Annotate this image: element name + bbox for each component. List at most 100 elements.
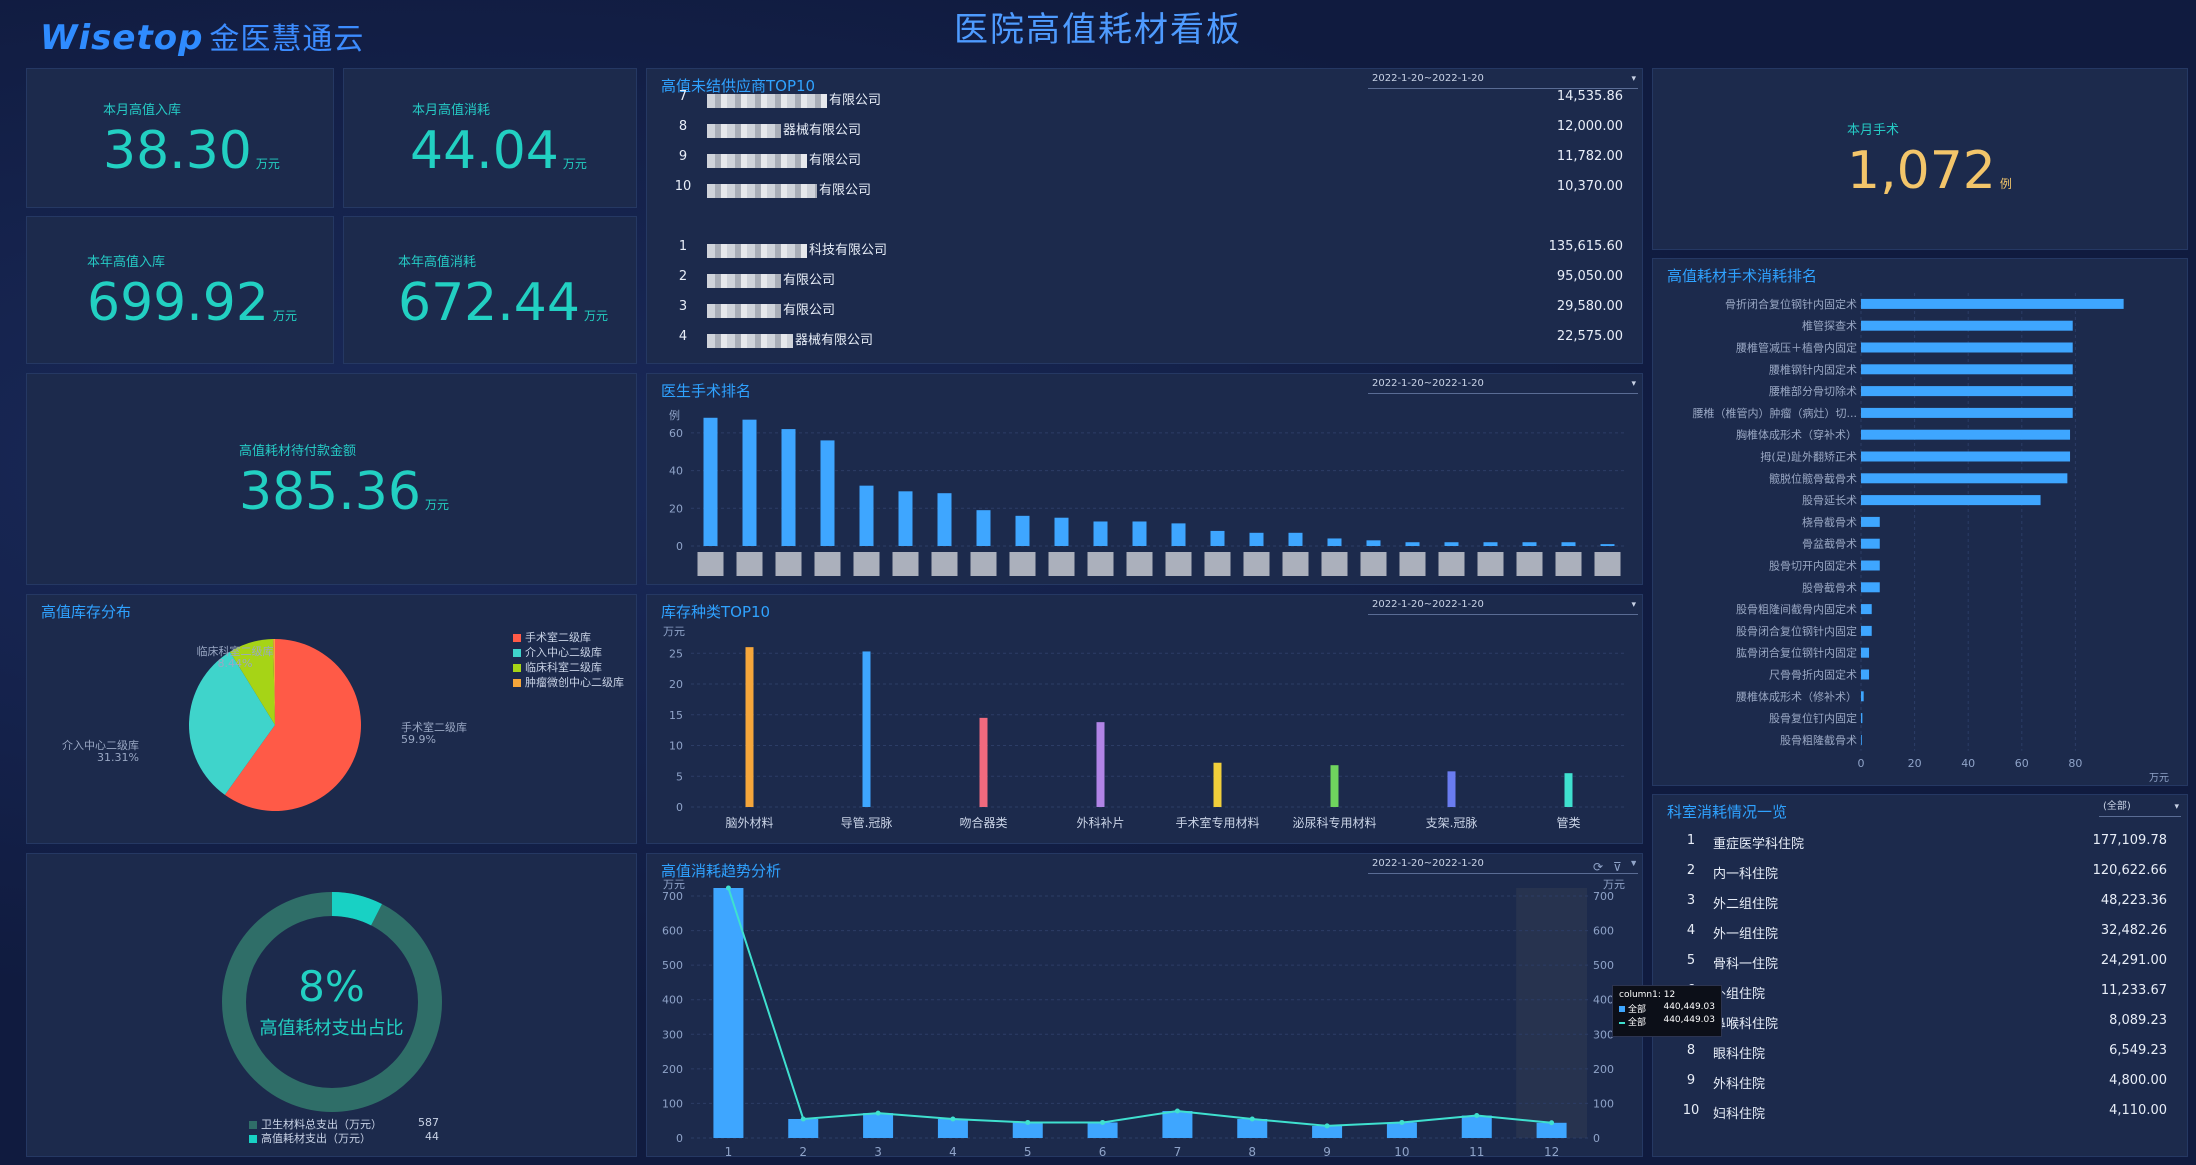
ratio-label: 高值耗材支出占比 [259, 1018, 404, 1039]
kpi-value: 385.36 万元 [239, 462, 449, 522]
kpi-label: 本月手术 [1847, 123, 1900, 138]
supplier-name: 有限公司 [707, 89, 881, 108]
y2-tick-label: 400 [1593, 994, 1614, 1007]
bar [1861, 386, 2073, 397]
kpi-value: 672.44 万元 [398, 273, 608, 333]
line-point [1474, 1113, 1480, 1119]
bar [745, 647, 754, 807]
legend-swatch [513, 664, 521, 672]
supplier-name: 有限公司 [707, 299, 835, 318]
bar [1861, 298, 2124, 309]
dept-name: 外科住院 [1713, 1077, 1766, 1092]
y-tick-label: 10 [669, 740, 683, 753]
date-range-select[interactable]: 2022-1-20~2022-1-20 ▾ [1368, 376, 1638, 394]
caret-down-icon: ▾ [1631, 859, 1636, 869]
redacted-label [1126, 552, 1153, 576]
bar [1054, 517, 1069, 546]
dept-name: 骨科一住院 [1713, 957, 1779, 972]
legend-item[interactable]: 卫生材料总支出（万元） 587 [249, 1116, 439, 1132]
y-tick-label: 400 [662, 994, 683, 1007]
line-point [1549, 1120, 1555, 1126]
rank: 4 [678, 329, 688, 344]
y2-tick-label: 100 [1593, 1097, 1614, 1110]
legend-item[interactable]: 肿瘤微创中心二级库 [513, 674, 624, 690]
y2-tick-label: 200 [1593, 1063, 1614, 1076]
pie-slice [224, 639, 361, 811]
dept-row: 6外组住院11,233.67 [1679, 983, 2167, 1003]
legend-label: 卫生材料总支出（万元） [261, 1118, 382, 1131]
y-tick-label: 股骨粗隆间截骨内固定术 [1736, 602, 1857, 616]
x-tick-label: 管类 [1556, 815, 1580, 830]
legend-item[interactable]: 手术室二级库 [513, 629, 591, 645]
line-point [1324, 1123, 1330, 1129]
bar [1461, 1115, 1492, 1138]
redacted-label [775, 552, 802, 576]
dept-amount: 32,482.26 [2100, 923, 2167, 938]
bar [976, 510, 991, 546]
dept-row: 1 重症医学科住院 177,109.78 [1679, 833, 2167, 853]
refresh-icon[interactable]: ⟳ [1593, 860, 1604, 874]
x-tick-label: 12 [1544, 1145, 1559, 1156]
supplier-row: 8 器械有限公司 12,000.00 [671, 119, 1623, 139]
y-tick-label: 腰椎（椎管内）肿瘤（病灶）切... [1693, 406, 1858, 420]
legend-item[interactable]: 高值耗材支出（万元） 44 [249, 1130, 439, 1146]
supplier-amount: 12,000.00 [1556, 119, 1623, 134]
panel-title: 科室消耗情况一览 [1667, 803, 1788, 821]
dept-amount: 4,800.00 [2109, 1073, 2167, 1088]
bar [713, 888, 744, 1138]
rank: 5 [1686, 953, 1696, 968]
x-tick-label: 3 [874, 1145, 882, 1156]
y-tick-label: 腰椎部分骨切除术 [1769, 384, 1857, 398]
dept-row: 3 外二组住院 48,223.36 [1679, 893, 2167, 913]
kpi-surgery: 本月手术 1,072 例 [1652, 68, 2188, 250]
slice-name-label: 手术室二级库 [401, 720, 467, 734]
dept-name: 鼻喉科住院 [1713, 1017, 1779, 1032]
ratio-percent: 8% [298, 962, 365, 1011]
legend-swatch [513, 679, 521, 687]
date-range-select[interactable]: 2022-1-20~2022-1-20 ▾ [1368, 71, 1638, 89]
dept-row: 9 外科住院 4,800.00 [1679, 1073, 2167, 1093]
redacted-label [931, 552, 958, 576]
supplier-name: 器械有限公司 [707, 119, 861, 138]
redacted-label [1438, 552, 1465, 576]
x-tick-label: 7 [1174, 1145, 1182, 1156]
x-tick-label: 4 [949, 1145, 957, 1156]
y-tick-label: 肱骨闭合复位钢针内固定 [1736, 646, 1857, 660]
tooltip-title: column1: 12 [1619, 990, 1676, 1000]
redacted-label [1204, 552, 1231, 576]
bar [1564, 773, 1573, 807]
rank: 9 [1686, 1073, 1696, 1088]
dept-filter-select[interactable]: (全部) ▾ [2099, 799, 2181, 817]
bar [1012, 1122, 1043, 1138]
redacted-block [707, 153, 807, 168]
kpi-year-in: 本年高值入库 699.92 万元 [26, 216, 334, 364]
series-line [727, 887, 1552, 1127]
x-tick-label: 9 [1323, 1145, 1331, 1156]
redacted-label [970, 552, 997, 576]
redacted-label [1594, 552, 1621, 576]
bar [703, 417, 718, 546]
chart-tooltip: column1: 12 全部 440,449.03 全部 440,449.03 [1612, 985, 1722, 1037]
x-tick-label: 导管.冠脉 [841, 815, 893, 830]
redacted-block [707, 303, 781, 318]
caret-down-icon: ▾ [2174, 802, 2179, 812]
date-range-select[interactable]: 2022-1-20~2022-1-20 ▾ [1368, 856, 1638, 874]
legend-item[interactable]: 介入中心二级库 [513, 644, 602, 660]
rank: 8 [678, 119, 688, 134]
slice-name-label: 介入中心二级库 [62, 739, 139, 752]
more-caret-icon[interactable]: ▾ [1631, 858, 1637, 869]
redacted-block [707, 123, 781, 138]
supplier-name: 器械有限公司 [707, 329, 873, 348]
legend-item[interactable]: 临床科室二级库 [513, 659, 602, 675]
dept-amount: 6,549.23 [2109, 1043, 2167, 1058]
date-range-select[interactable]: 2022-1-20~2022-1-20 ▾ [1368, 597, 1638, 615]
panel-title: 高值库存分布 [41, 603, 132, 621]
legend-swatch [249, 1135, 257, 1143]
rank: 3 [678, 299, 688, 314]
x-tick-label: 20 [1908, 757, 1922, 770]
supplier-amount: 14,535.86 [1556, 89, 1623, 104]
y-tick-label: 60 [669, 427, 683, 440]
filter-icon[interactable]: ⊽ [1613, 860, 1622, 874]
redacted-label [1009, 552, 1036, 576]
